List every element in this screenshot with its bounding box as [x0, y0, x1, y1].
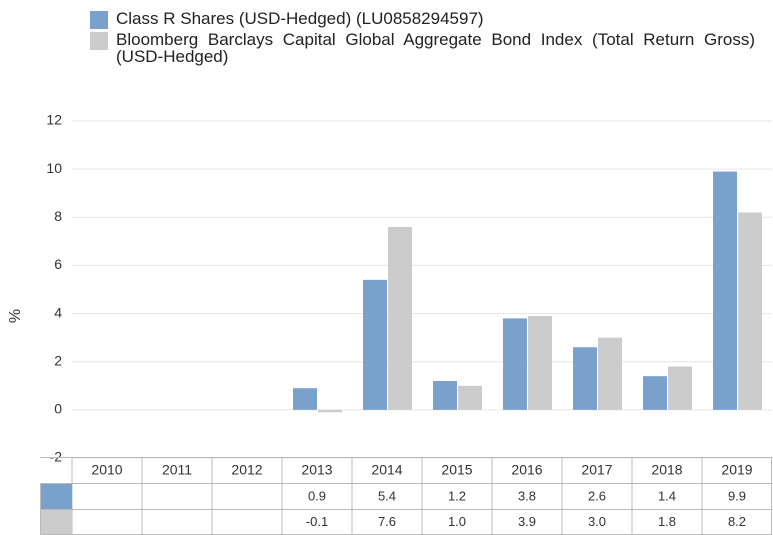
table-value: 1.4 [658, 488, 676, 503]
table-value: 3.9 [518, 514, 536, 529]
y-tick-label: 6 [54, 256, 62, 272]
table-value: 9.9 [728, 488, 746, 503]
y-tick-label: 8 [54, 208, 62, 224]
bar [503, 318, 527, 410]
legend-swatch [90, 11, 108, 29]
bar [598, 337, 622, 410]
x-tick-label: 2011 [162, 462, 192, 478]
table-value: 3.8 [518, 488, 536, 503]
y-tick-label: 0 [54, 401, 62, 417]
legend: Class R Shares (USD-Hedged) (LU085829459… [90, 10, 755, 67]
bar [738, 212, 762, 410]
x-tick-label: 2019 [721, 462, 752, 478]
y-tick-label: 12 [46, 112, 62, 128]
x-tick-label: 2012 [231, 462, 262, 478]
table-value: 1.8 [658, 514, 676, 529]
legend-entry: Bloomberg Barclays Capital Global Aggreg… [90, 31, 755, 65]
x-tick-label: 2017 [581, 462, 612, 478]
legend-entry: Class R Shares (USD-Hedged) (LU085829459… [90, 10, 755, 29]
y-tick-label: 2 [54, 352, 62, 368]
bar [528, 315, 552, 410]
table-value: 0.9 [308, 488, 326, 503]
bar [643, 376, 667, 410]
table-value: 1.0 [448, 514, 466, 529]
table-value: 5.4 [378, 488, 396, 503]
bar [458, 385, 482, 410]
bar [388, 226, 412, 410]
x-tick-label: 2015 [441, 462, 472, 478]
x-tick-label: 2010 [91, 462, 122, 478]
table-swatch [41, 484, 72, 509]
table-value: -0.1 [306, 514, 328, 529]
bar [363, 279, 387, 410]
table-value: 1.2 [448, 488, 466, 503]
legend-label: Bloomberg Barclays Capital Global Aggreg… [116, 30, 755, 66]
legend-label: Class R Shares (USD-Hedged) (LU085829459… [116, 9, 484, 28]
y-tick-label: -2 [50, 449, 63, 465]
x-tick-label: 2014 [371, 462, 402, 478]
table-value: 8.2 [728, 514, 746, 529]
x-tick-label: 2013 [301, 462, 332, 478]
bar [668, 366, 692, 410]
y-tick-label: 4 [54, 304, 62, 320]
y-axis-label: % [7, 309, 24, 323]
table-swatch [41, 510, 72, 534]
bar [713, 171, 737, 410]
bar [318, 409, 342, 413]
bar [573, 347, 597, 410]
y-tick-label: 10 [46, 160, 62, 176]
x-tick-label: 2016 [511, 462, 542, 478]
table-value: 3.0 [588, 514, 606, 529]
legend-swatch [90, 32, 108, 50]
table-value: 2.6 [588, 488, 606, 503]
bar [433, 380, 457, 410]
bar [293, 388, 317, 410]
x-tick-label: 2018 [651, 462, 682, 478]
table-value: 7.6 [378, 514, 396, 529]
